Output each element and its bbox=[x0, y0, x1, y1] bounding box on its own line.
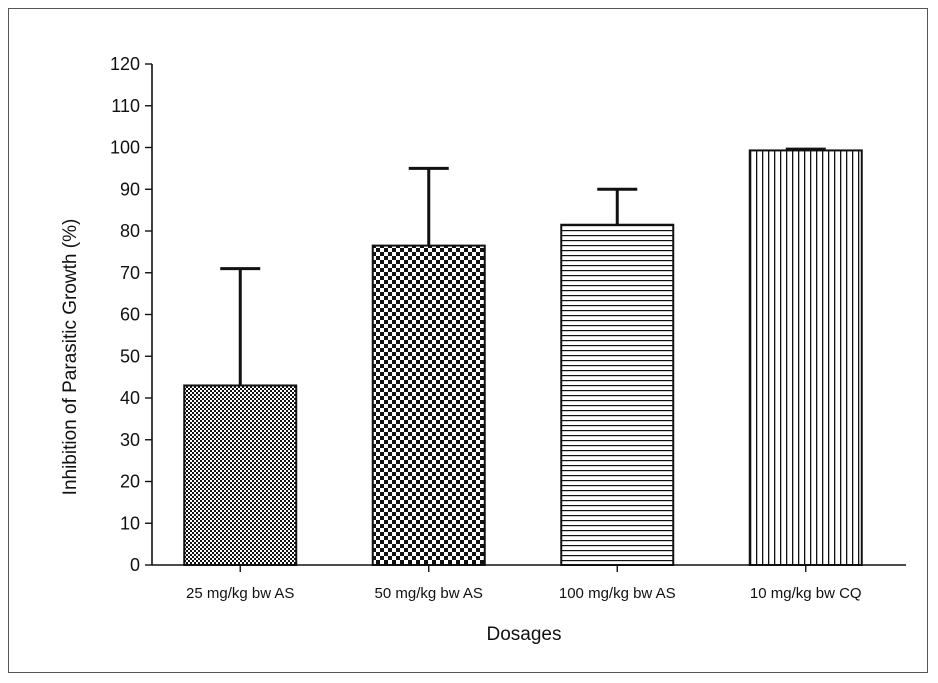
y-tick-label: 120 bbox=[110, 54, 140, 74]
error-bars bbox=[220, 147, 826, 386]
y-tick-label: 10 bbox=[120, 513, 140, 533]
x-tick-label: 100 mg/kg bw AS bbox=[559, 585, 676, 602]
bar bbox=[560, 223, 675, 567]
y-axis-ticks: 0 10 20 30 40 50 60 70 80 90 100 110 120 bbox=[110, 54, 152, 575]
y-tick-label: 70 bbox=[120, 263, 140, 283]
x-tick-label: 25 mg/kg bw AS bbox=[186, 585, 294, 602]
y-tick-label: 90 bbox=[120, 179, 140, 199]
y-tick-label: 110 bbox=[111, 96, 140, 116]
y-tick-label: 30 bbox=[120, 430, 140, 450]
y-tick-label: 50 bbox=[120, 346, 140, 366]
x-axis-ticks: 25 mg/kg bw AS 50 mg/kg bw AS 100 mg/kg bw… bbox=[186, 565, 862, 602]
y-tick-label: 60 bbox=[120, 305, 140, 325]
y-tick-label: 100 bbox=[110, 138, 140, 158]
bar bbox=[183, 384, 298, 566]
bars bbox=[183, 149, 863, 567]
y-tick-label: 40 bbox=[120, 388, 140, 408]
y-axis-label: Inhibition of Parasitic Growth (%) bbox=[60, 219, 81, 496]
figure-frame bbox=[8, 8, 928, 673]
y-tick-label: 20 bbox=[120, 472, 140, 492]
bar bbox=[748, 149, 863, 567]
x-tick-label: 50 mg/kg bw AS bbox=[375, 585, 483, 602]
x-axis-label: Dosages bbox=[487, 624, 562, 645]
bar bbox=[371, 244, 486, 567]
y-tick-label: 80 bbox=[120, 221, 140, 241]
y-tick-label: 0 bbox=[130, 555, 140, 575]
x-tick-label: 10 mg/kg bw CQ bbox=[750, 585, 862, 602]
